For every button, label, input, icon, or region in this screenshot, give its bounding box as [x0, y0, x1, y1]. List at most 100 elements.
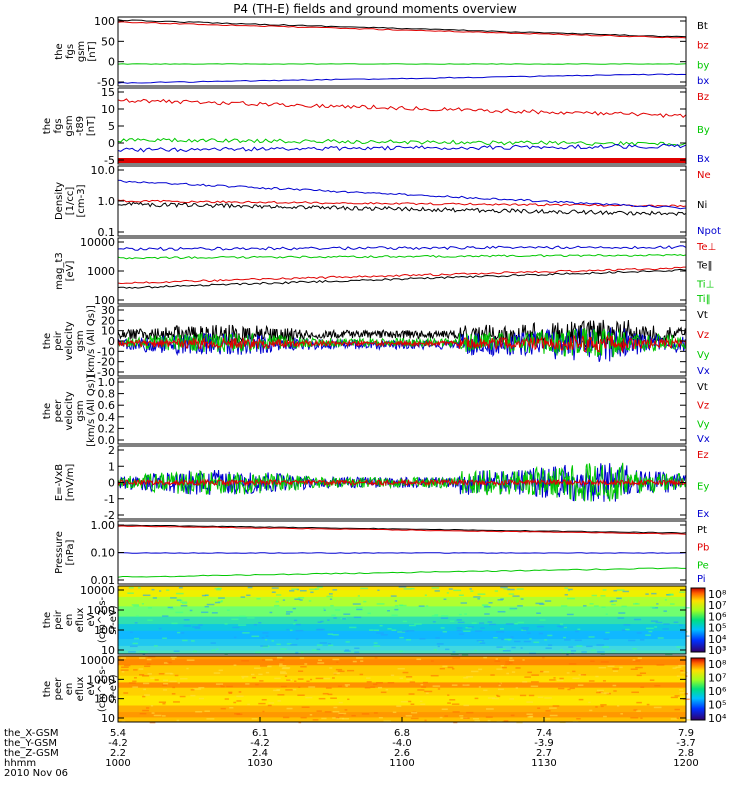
y-axis-label: sr-eV)	[108, 674, 119, 703]
ephemeris-value: 5.4	[110, 728, 126, 739]
spectrogram-pixel	[597, 651, 605, 653]
y-axis-label: the	[54, 43, 65, 59]
spectrogram-pixel	[400, 700, 409, 703]
spectrogram-pixel	[397, 667, 405, 670]
spectrogram-pixel	[279, 659, 285, 661]
colorbar-tick-label: 10⁵	[708, 622, 726, 635]
y-tick-label: 1000	[87, 604, 115, 617]
spectrogram-pixel	[133, 637, 140, 640]
spectrogram-pixel	[150, 677, 155, 680]
spectrogram-pixel	[259, 680, 264, 682]
spectrogram-band	[118, 682, 686, 689]
spectrogram-pixel	[414, 623, 422, 625]
spectrogram-pixel	[399, 677, 404, 680]
spectrogram-pixel	[245, 683, 250, 685]
spectrogram-pixel	[147, 656, 156, 658]
spectrogram-pixel	[419, 638, 426, 640]
spectrogram-pixel	[567, 588, 573, 591]
spectrogram-pixel	[332, 589, 338, 591]
colorbar-tick-label: 10⁶	[708, 685, 727, 698]
legend-label: Vt	[697, 382, 708, 393]
y-tick-label: -2	[104, 509, 115, 522]
spectrogram-pixel	[480, 627, 485, 629]
spectrogram-pixel	[621, 605, 627, 608]
spectrogram-pixel	[529, 638, 532, 640]
spectrogram-pixel	[496, 631, 505, 633]
spectrogram-pixel	[456, 619, 462, 621]
spectrogram-pixel	[633, 709, 638, 711]
spectrogram-pixel	[220, 600, 223, 602]
spectrogram-pixel	[226, 685, 233, 688]
spectrogram-pixel	[220, 707, 226, 710]
spectrogram-pixel	[622, 590, 630, 593]
spectrogram-pixel	[151, 588, 155, 591]
spectrogram-band	[118, 586, 686, 591]
spectrogram-pixel	[530, 681, 539, 683]
spectrogram-pixel	[327, 643, 332, 645]
spectrogram-pixel	[402, 630, 409, 633]
spectrogram-pixel	[281, 667, 290, 670]
spectrogram-pixel	[616, 589, 625, 591]
spectrogram-pixel	[153, 645, 158, 647]
spectrogram-pixel	[277, 694, 285, 696]
spectrogram-pixel	[214, 601, 221, 604]
legend-label: Vy	[697, 419, 710, 430]
spectrogram-pixel	[396, 705, 402, 707]
spectrogram-pixel	[630, 717, 639, 719]
legend-label: Ex	[697, 509, 709, 520]
spectrogram-pixel	[509, 608, 516, 611]
spectrogram-pixel	[574, 639, 582, 642]
spectrogram-pixel	[527, 671, 532, 674]
spectrogram-pixel	[566, 672, 570, 674]
spectrogram-pixel	[378, 716, 383, 719]
spectrogram-pixel	[679, 624, 683, 627]
legend-label: Vx	[697, 434, 710, 445]
spectrogram-pixel	[548, 707, 557, 709]
spectrogram-pixel	[526, 713, 533, 715]
spectrogram-pixel	[360, 660, 364, 662]
series-line-pi	[118, 552, 687, 554]
spectrogram-pixel	[500, 628, 504, 630]
spectrogram-pixel	[228, 692, 233, 694]
spectrogram-pixel	[503, 588, 511, 590]
spectrogram-pixel	[598, 666, 607, 669]
spectrogram-pixel	[299, 657, 305, 659]
spectrogram-pixel	[316, 644, 323, 646]
spectrogram-pixel	[132, 686, 138, 688]
legend-label: Pt	[697, 525, 707, 536]
spectrogram-pixel	[163, 662, 169, 664]
legend-label: bz	[697, 41, 709, 52]
spectrogram-pixel	[485, 716, 493, 718]
spectrogram-pixel	[380, 691, 387, 694]
spectrogram-pixel	[530, 685, 539, 688]
spectrogram-pixel	[174, 674, 179, 677]
spectrogram-pixel	[295, 629, 304, 632]
spectrogram-pixel	[672, 667, 677, 669]
spectrogram-pixel	[210, 642, 216, 644]
spectrogram-pixel	[297, 597, 305, 599]
spectrogram-pixel	[387, 628, 392, 630]
y-tick-label: 10000	[80, 236, 115, 249]
spectrogram-pixel	[261, 636, 265, 639]
spectrogram-pixel	[165, 672, 173, 675]
y-axis-label: [km/s (All Qs)]	[86, 305, 97, 377]
spectrogram-pixel	[385, 688, 389, 691]
legend-label: Ti‖	[696, 294, 711, 305]
spectrogram-pixel	[517, 621, 524, 624]
spectrogram-pixel	[260, 645, 268, 647]
spectrogram-pixel	[143, 688, 146, 691]
legend-label: Vx	[697, 366, 710, 377]
spectrogram-pixel	[378, 686, 383, 689]
ephemeris-value: 7.4	[536, 728, 552, 739]
panel-frame	[117, 585, 687, 655]
spectrogram-pixel	[435, 637, 440, 639]
spectrogram-pixel	[285, 689, 293, 691]
spectrogram-pixel	[522, 659, 525, 661]
spectrogram-pixel	[536, 612, 541, 614]
legend-label: Vz	[697, 401, 709, 412]
y-axis-label: gsm	[75, 400, 86, 421]
spectrogram-pixel	[271, 640, 275, 642]
spectrogram-pixel	[544, 600, 552, 602]
y-tick-label: 5	[108, 120, 115, 133]
panel-frame	[117, 165, 687, 237]
